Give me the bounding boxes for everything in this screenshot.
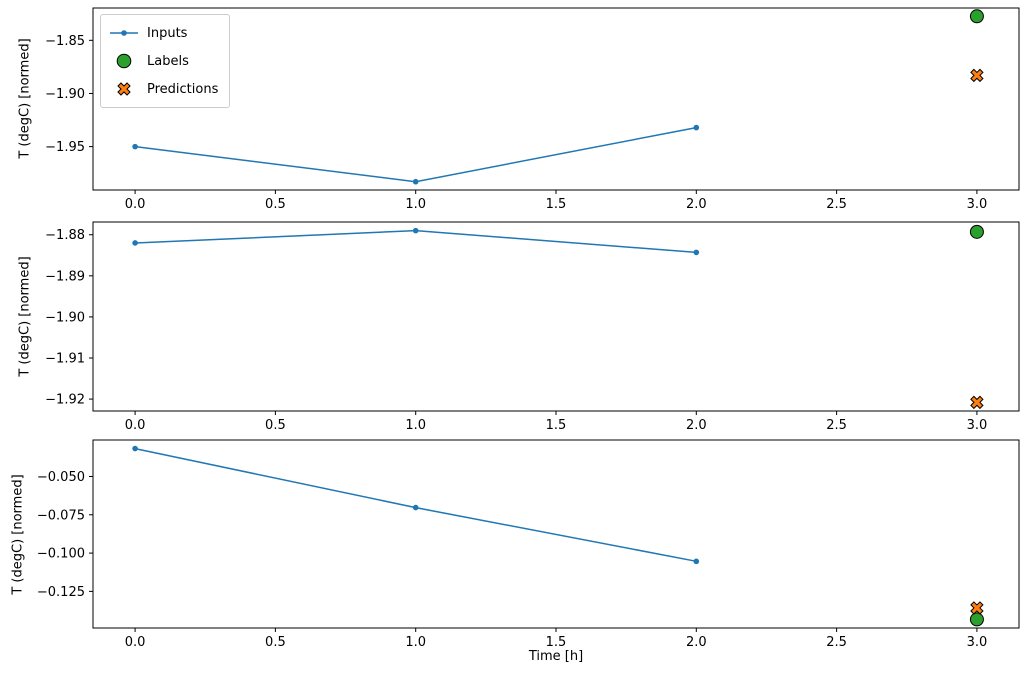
inputs-marker <box>132 240 138 246</box>
x-tick-label: 1.0 <box>405 635 426 650</box>
y-tick-label: −1.92 <box>45 393 85 408</box>
axes-frame <box>92 221 1020 412</box>
x-tick-label: 2.0 <box>686 418 707 433</box>
y-tick-label: −1.95 <box>45 140 85 155</box>
labels-marker <box>969 9 984 24</box>
x-tick-label: 0.5 <box>265 635 286 650</box>
y-axis-label-subplot-3: T (degC) [normed] <box>10 474 26 595</box>
inputs-marker <box>132 143 138 150</box>
axes-frame <box>92 7 1020 191</box>
y-axis-label-subplot-1: T (degC) [normed] <box>17 38 33 159</box>
inputs-marker <box>412 178 419 185</box>
legend: Inputs Labels Predictions <box>100 14 231 108</box>
x-tick-label: 0.0 <box>125 635 146 650</box>
x-tick-label: 3.0 <box>967 197 988 212</box>
y-tick-label: −1.90 <box>45 310 85 325</box>
x-tick-label: 1.5 <box>546 197 567 212</box>
y-tick-label: −0.050 <box>37 470 85 485</box>
x-tick-label: 1.5 <box>546 418 567 433</box>
y-axis-label-subplot-2: T (degC) [normed] <box>17 256 33 377</box>
x-tick-label: 2.0 <box>686 635 707 650</box>
inputs-marker <box>693 124 700 131</box>
legend-item-labels: Labels <box>108 47 218 75</box>
x-tick-label: 1.0 <box>405 418 426 433</box>
x-axis-label: Time [h] <box>528 649 584 664</box>
inputs-line <box>135 126 697 183</box>
x-tick-label: 2.5 <box>826 635 847 650</box>
x-tick-label: 1.0 <box>405 197 426 212</box>
legend-label-inputs: Inputs <box>147 25 188 41</box>
y-tick-label: −1.91 <box>45 351 85 366</box>
subplot-2: 0.0 0.5 1.0 1.5 2.0 2.5 3.0 −1.88 −1.89 −1.90 −1.9… <box>45 221 1020 433</box>
x-tick-label: 3.0 <box>967 418 988 433</box>
predictions-marker <box>970 68 984 83</box>
predictions-marker <box>970 395 984 410</box>
predictions-marker <box>970 601 984 615</box>
y-tick-label: −1.88 <box>45 228 85 243</box>
legend-label-labels: Labels <box>147 53 189 69</box>
x-tick-label: 2.5 <box>826 197 847 212</box>
subplot-3: 0.0 0.5 1.0 1.5 2.0 2.5 3.0 −0.050 −0.075 −0.100 −… <box>37 439 1020 650</box>
x-tick-label: 0.0 <box>125 197 146 212</box>
inputs-line-dot-icon <box>108 25 140 41</box>
y-tick-label: −1.85 <box>45 34 85 49</box>
x-tick-label: 2.5 <box>826 418 847 433</box>
legend-item-inputs: Inputs <box>108 19 218 47</box>
inputs-marker <box>412 227 419 234</box>
labels-marker <box>969 224 984 239</box>
legend-label-predictions: Predictions <box>147 81 219 97</box>
y-tick-label: −1.89 <box>45 269 85 284</box>
y-tick-label: −0.125 <box>37 585 85 600</box>
labels-marker <box>969 612 984 627</box>
inputs-marker <box>693 558 700 565</box>
inputs-marker <box>132 445 138 452</box>
labels-circle-icon <box>108 53 140 69</box>
y-tick-label: −0.100 <box>37 547 85 562</box>
predictions-x-icon <box>108 81 140 97</box>
inputs-marker <box>412 504 419 511</box>
subplot-1: 0.0 0.5 1.0 1.5 2.0 2.5 3.0 −1.85 −1.90 −1.95 <box>45 7 1020 212</box>
y-tick-label: −0.075 <box>37 508 85 523</box>
x-tick-label: 0.5 <box>265 197 286 212</box>
x-tick-label: 1.5 <box>546 635 567 650</box>
inputs-line <box>135 229 697 254</box>
y-tick-label: −1.90 <box>45 87 85 102</box>
inputs-marker <box>693 249 700 256</box>
x-tick-label: 0.0 <box>125 418 146 433</box>
x-tick-label: 2.0 <box>686 197 707 212</box>
legend-item-predictions: Predictions <box>108 75 218 103</box>
x-tick-label: 0.5 <box>265 418 286 433</box>
x-tick-label: 3.0 <box>967 635 988 650</box>
